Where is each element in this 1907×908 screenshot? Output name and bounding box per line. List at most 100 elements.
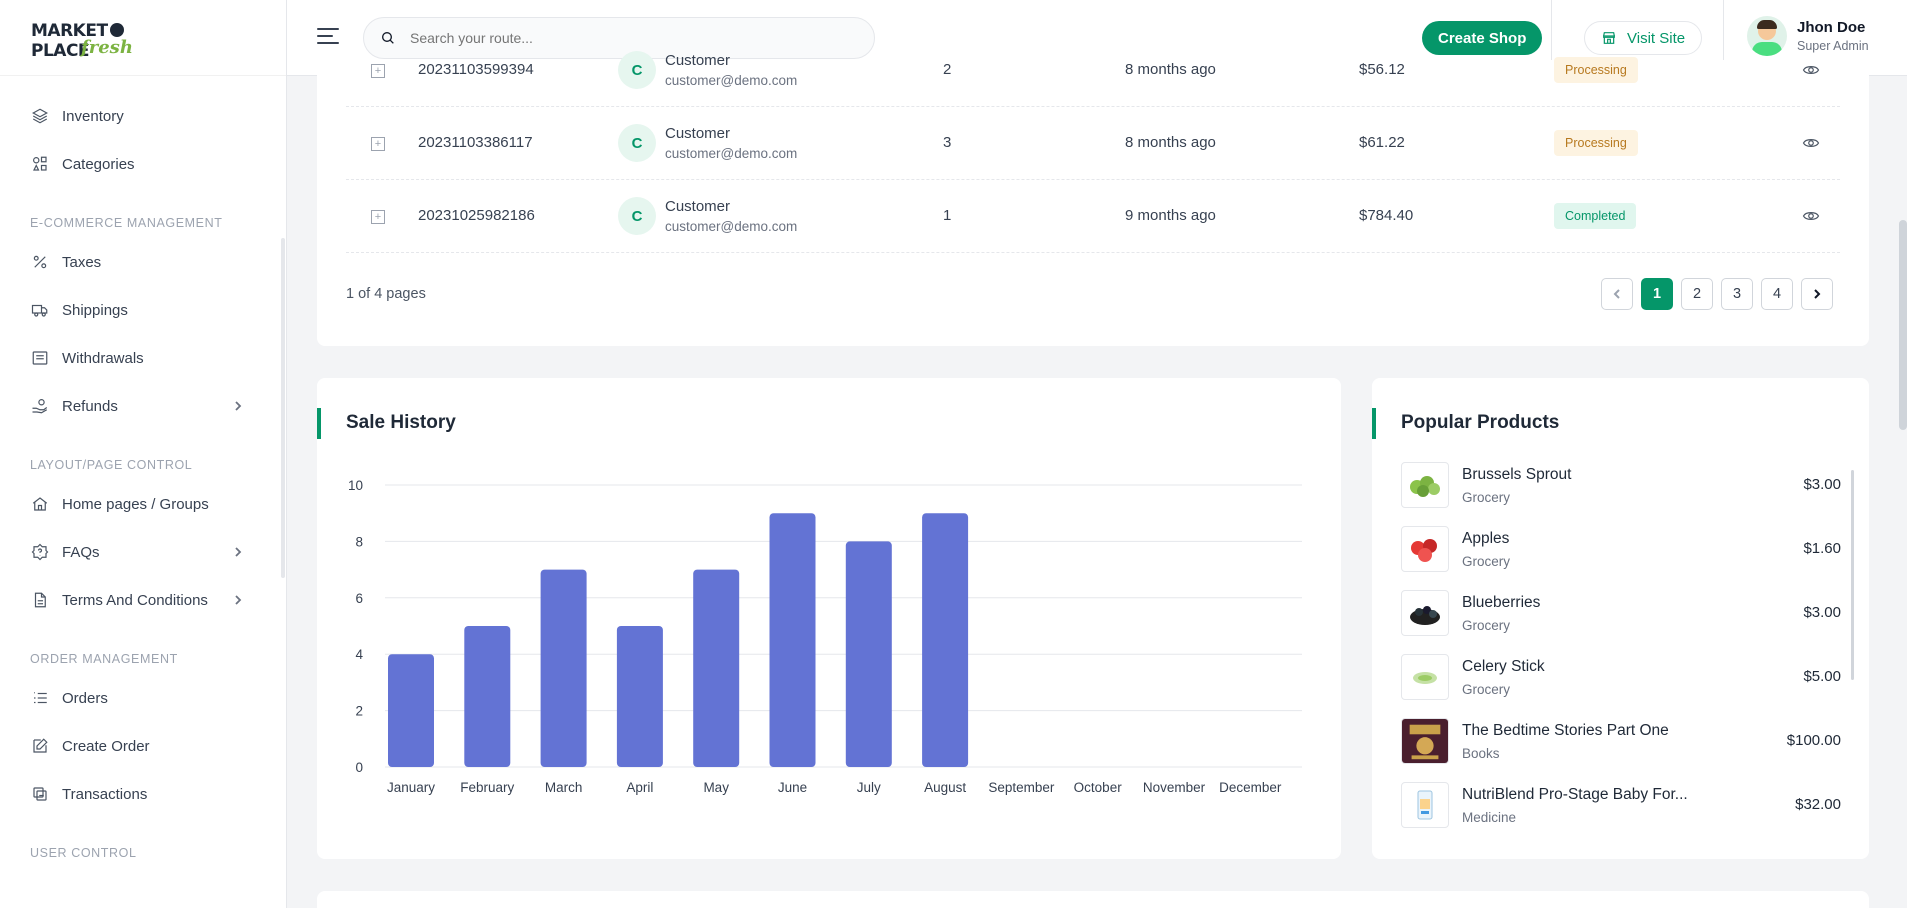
- avatar: [1747, 16, 1787, 56]
- chart-bar[interactable]: [769, 513, 816, 767]
- sidebar-item-home-pages-groups[interactable]: Home pages / Groups: [0, 480, 280, 528]
- chart-bar[interactable]: [388, 654, 434, 767]
- customer-email: customer@demo.com: [665, 219, 798, 234]
- sidebar-item-taxes[interactable]: Taxes: [0, 238, 280, 286]
- popular-products-card: Popular Products Brussels Sprout Grocery $…: [1372, 378, 1869, 859]
- brand-logo[interactable]: MARKETPLACE fresh: [0, 0, 286, 76]
- chart-bar[interactable]: [922, 513, 969, 767]
- header-divider: [1551, 0, 1552, 76]
- sidebar-item-label: Create Order: [62, 737, 150, 755]
- menu-toggle-icon[interactable]: [317, 28, 339, 49]
- sidebar-item-faqs[interactable]: FAQs: [0, 528, 280, 576]
- product-price: $100.00: [1786, 732, 1841, 749]
- expand-row-icon[interactable]: +: [371, 137, 385, 151]
- list-item[interactable]: Blueberries Grocery $3.00: [1401, 590, 1841, 654]
- search-input[interactable]: [410, 30, 850, 46]
- receipt-icon: [30, 348, 50, 368]
- help-badge-icon: [30, 542, 50, 562]
- pagination-page-button[interactable]: 1: [1641, 278, 1673, 310]
- list-item[interactable]: Apples Grocery $1.60: [1401, 526, 1841, 590]
- table-row: +20231103386117 C Customer customer@demo.co…: [346, 107, 1840, 180]
- pagination-page-button[interactable]: 4: [1761, 278, 1793, 310]
- list-item[interactable]: NutriBlend Pro-Stage Baby For... Medicine…: [1401, 782, 1841, 846]
- visit-site-button[interactable]: Visit Site: [1584, 21, 1703, 55]
- sidebar-item-withdrawals[interactable]: Withdrawals: [0, 334, 280, 382]
- chart-bar[interactable]: [845, 541, 892, 767]
- order-time: 8 months ago: [1125, 61, 1216, 78]
- x-tick-label: June: [778, 780, 807, 795]
- sidebar: MARKETPLACE fresh Inventory Categories E-C…: [0, 0, 287, 908]
- product-price: $1.60: [1803, 540, 1841, 557]
- table-row: +20231103599394 C Customer customer@demo.co…: [346, 34, 1840, 107]
- pagination-prev-button[interactable]: [1601, 278, 1633, 310]
- sidebar-item-refunds[interactable]: Refunds: [0, 382, 280, 430]
- product-category: Medicine: [1462, 810, 1517, 825]
- sidebar-item-label: Orders: [62, 689, 108, 707]
- product-category: Grocery: [1462, 682, 1511, 697]
- x-tick-label: November: [1143, 780, 1206, 795]
- card-accent-bar: [317, 408, 321, 439]
- list-item[interactable]: Celery Stick Grocery $5.00: [1401, 654, 1841, 718]
- create-shop-button[interactable]: Create Shop: [1422, 21, 1543, 55]
- page-scrollbar[interactable]: [1899, 220, 1907, 430]
- pagination-next-button[interactable]: [1801, 278, 1833, 310]
- chart-bar[interactable]: [464, 626, 511, 767]
- shapes-icon: [30, 154, 50, 174]
- chart-bar[interactable]: [616, 626, 663, 767]
- sidebar-scrollbar[interactable]: [281, 238, 285, 578]
- pagination-page-button[interactable]: 2: [1681, 278, 1713, 310]
- product-category: Grocery: [1462, 618, 1511, 633]
- y-tick-label: 8: [355, 534, 363, 549]
- x-tick-label: September: [988, 780, 1055, 795]
- search-bar[interactable]: [363, 17, 875, 59]
- popular-products-list: Brussels Sprout Grocery $3.00 Apples Grocery…: [1401, 462, 1841, 846]
- percent-icon: [30, 252, 50, 272]
- product-price: $3.00: [1803, 604, 1841, 621]
- x-tick-label: February: [460, 780, 514, 795]
- user-menu[interactable]: Jhon Doe Super Admin: [1747, 16, 1869, 56]
- order-quantity: 2: [943, 61, 952, 78]
- sidebar-item-label: Withdrawals: [62, 349, 144, 367]
- list-item[interactable]: Brussels Sprout Grocery $3.00: [1401, 462, 1841, 526]
- customer-avatar: C: [618, 197, 656, 235]
- visit-site-label: Visit Site: [1627, 29, 1686, 47]
- expand-row-icon[interactable]: +: [371, 64, 385, 78]
- list-item[interactable]: The Bedtime Stories Part One Books $100.00: [1401, 718, 1841, 782]
- x-tick-label: December: [1219, 780, 1282, 795]
- sale-history-chart: 0 2 4 6 8 10 January February March April May June J…: [348, 478, 1302, 795]
- chart-bar[interactable]: [540, 569, 587, 767]
- celery-thumb: [1401, 654, 1449, 700]
- x-tick-label: March: [545, 780, 583, 795]
- sidebar-item-inventory[interactable]: Inventory: [0, 92, 280, 140]
- view-eye-icon[interactable]: [1802, 61, 1820, 84]
- sidebar-item-terms-and-conditions[interactable]: Terms And Conditions: [0, 576, 280, 624]
- customer-email: customer@demo.com: [665, 146, 798, 161]
- sidebar-item-create-order[interactable]: Create Order: [0, 722, 280, 770]
- expand-row-icon[interactable]: +: [371, 210, 385, 224]
- sidebar-item-label: Refunds: [62, 397, 118, 415]
- order-time: 8 months ago: [1125, 134, 1216, 151]
- status-badge: Completed: [1554, 203, 1637, 229]
- y-tick-label: 2: [355, 704, 363, 719]
- view-eye-icon[interactable]: [1802, 207, 1820, 230]
- sidebar-item-orders[interactable]: Orders: [0, 674, 280, 722]
- view-eye-icon[interactable]: [1802, 134, 1820, 157]
- popular-products-title: Popular Products: [1401, 412, 1560, 433]
- home-icon: [30, 494, 50, 514]
- sidebar-item-transactions[interactable]: Transactions: [0, 770, 280, 818]
- product-name: Blueberries: [1462, 594, 1541, 611]
- sidebar-item-label: Taxes: [62, 253, 102, 271]
- sidebar-item-label: FAQs: [62, 543, 100, 561]
- chart-bar[interactable]: [693, 569, 740, 767]
- order-id: 20231025982186: [418, 207, 535, 224]
- popular-list-scrollbar[interactable]: [1851, 470, 1854, 680]
- sidebar-item-shippings[interactable]: Shippings: [0, 286, 280, 334]
- apples-thumb: [1401, 526, 1449, 572]
- chevron-right-icon: [232, 399, 244, 416]
- user-name: Jhon Doe: [1797, 19, 1866, 36]
- sidebar-item-categories[interactable]: Categories: [0, 140, 280, 188]
- pagination-page-button[interactable]: 3: [1721, 278, 1753, 310]
- product-name: NutriBlend Pro-Stage Baby For...: [1462, 786, 1688, 803]
- order-time: 9 months ago: [1125, 207, 1216, 224]
